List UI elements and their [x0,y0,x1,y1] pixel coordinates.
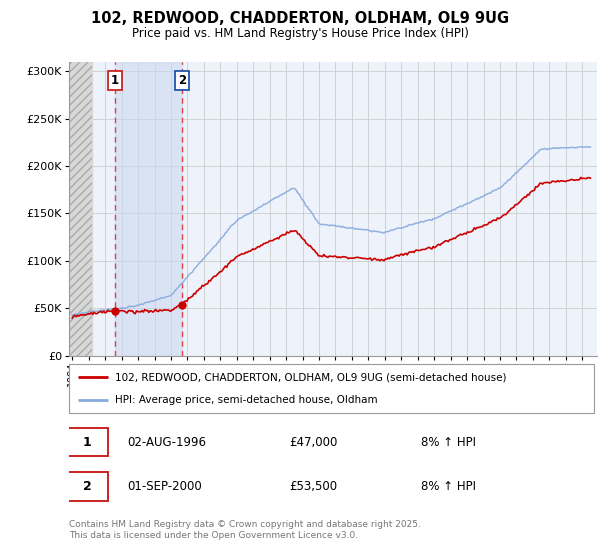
FancyBboxPatch shape [67,428,109,456]
Text: 01-SEP-2000: 01-SEP-2000 [127,480,202,493]
Bar [69,62,92,356]
Text: £53,500: £53,500 [290,480,338,493]
Text: 2: 2 [83,480,92,493]
Text: 8% ↑ HPI: 8% ↑ HPI [421,436,476,449]
Text: 2: 2 [178,74,186,87]
Text: 1: 1 [110,74,119,87]
Text: HPI: Average price, semi-detached house, Oldham: HPI: Average price, semi-detached house,… [115,395,378,405]
Text: 102, REDWOOD, CHADDERTON, OLDHAM, OL9 9UG: 102, REDWOOD, CHADDERTON, OLDHAM, OL9 9U… [91,11,509,26]
Text: Price paid vs. HM Land Registry's House Price Index (HPI): Price paid vs. HM Land Registry's House … [131,27,469,40]
Text: £47,000: £47,000 [290,436,338,449]
Bar [69,62,92,356]
Bar [115,62,182,356]
Text: 1: 1 [83,436,92,449]
FancyBboxPatch shape [67,472,109,501]
Text: Contains HM Land Registry data © Crown copyright and database right 2025.
This d: Contains HM Land Registry data © Crown c… [69,520,421,540]
Text: 102, REDWOOD, CHADDERTON, OLDHAM, OL9 9UG (semi-detached house): 102, REDWOOD, CHADDERTON, OLDHAM, OL9 9U… [115,372,506,382]
FancyBboxPatch shape [69,364,594,413]
Text: 02-AUG-1996: 02-AUG-1996 [127,436,206,449]
Text: 8% ↑ HPI: 8% ↑ HPI [421,480,476,493]
